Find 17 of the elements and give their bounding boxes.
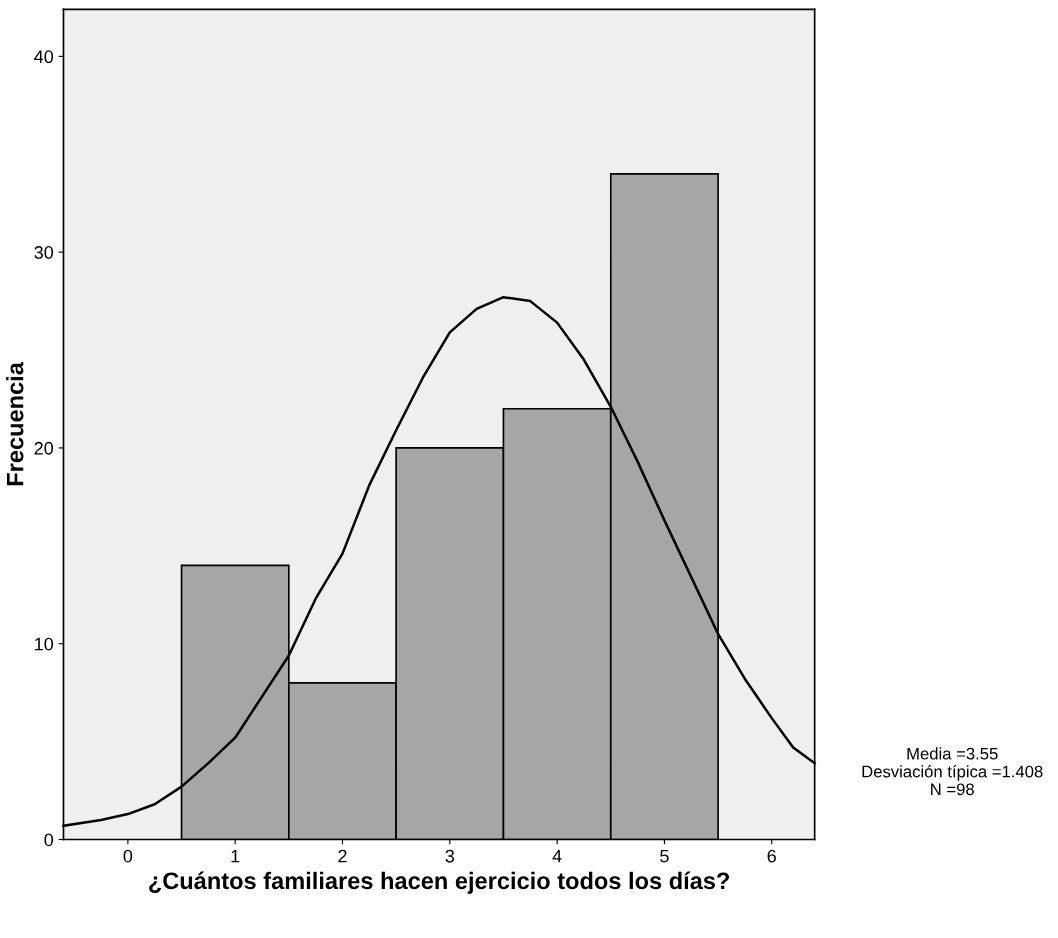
x-tick-label: 4	[552, 849, 562, 863]
y-tick-label: 0	[44, 833, 54, 847]
text: Desviación típica =1.408	[862, 765, 1043, 781]
x-tick-label: 6	[767, 849, 776, 863]
y-tick-label: 20	[34, 441, 54, 455]
x-tick-label: 1	[231, 849, 240, 863]
x-tick-label: 0	[123, 849, 133, 863]
y-axis-title: Frecuencia	[6, 361, 24, 486]
x-axis-title: ¿Cuántos familiares hacen ejercicio todos los días?	[149, 871, 730, 894]
x-tick-label: 5	[660, 849, 669, 863]
text: N =98	[931, 783, 974, 796]
y-tick-label: 30	[34, 246, 54, 259]
x-tick-label: 2	[338, 849, 347, 863]
y-tick-label: 10	[35, 637, 54, 651]
text: Media =3.55	[907, 747, 998, 760]
y-tick-label: 40	[34, 50, 54, 64]
x-tick-label: 3	[445, 849, 455, 863]
